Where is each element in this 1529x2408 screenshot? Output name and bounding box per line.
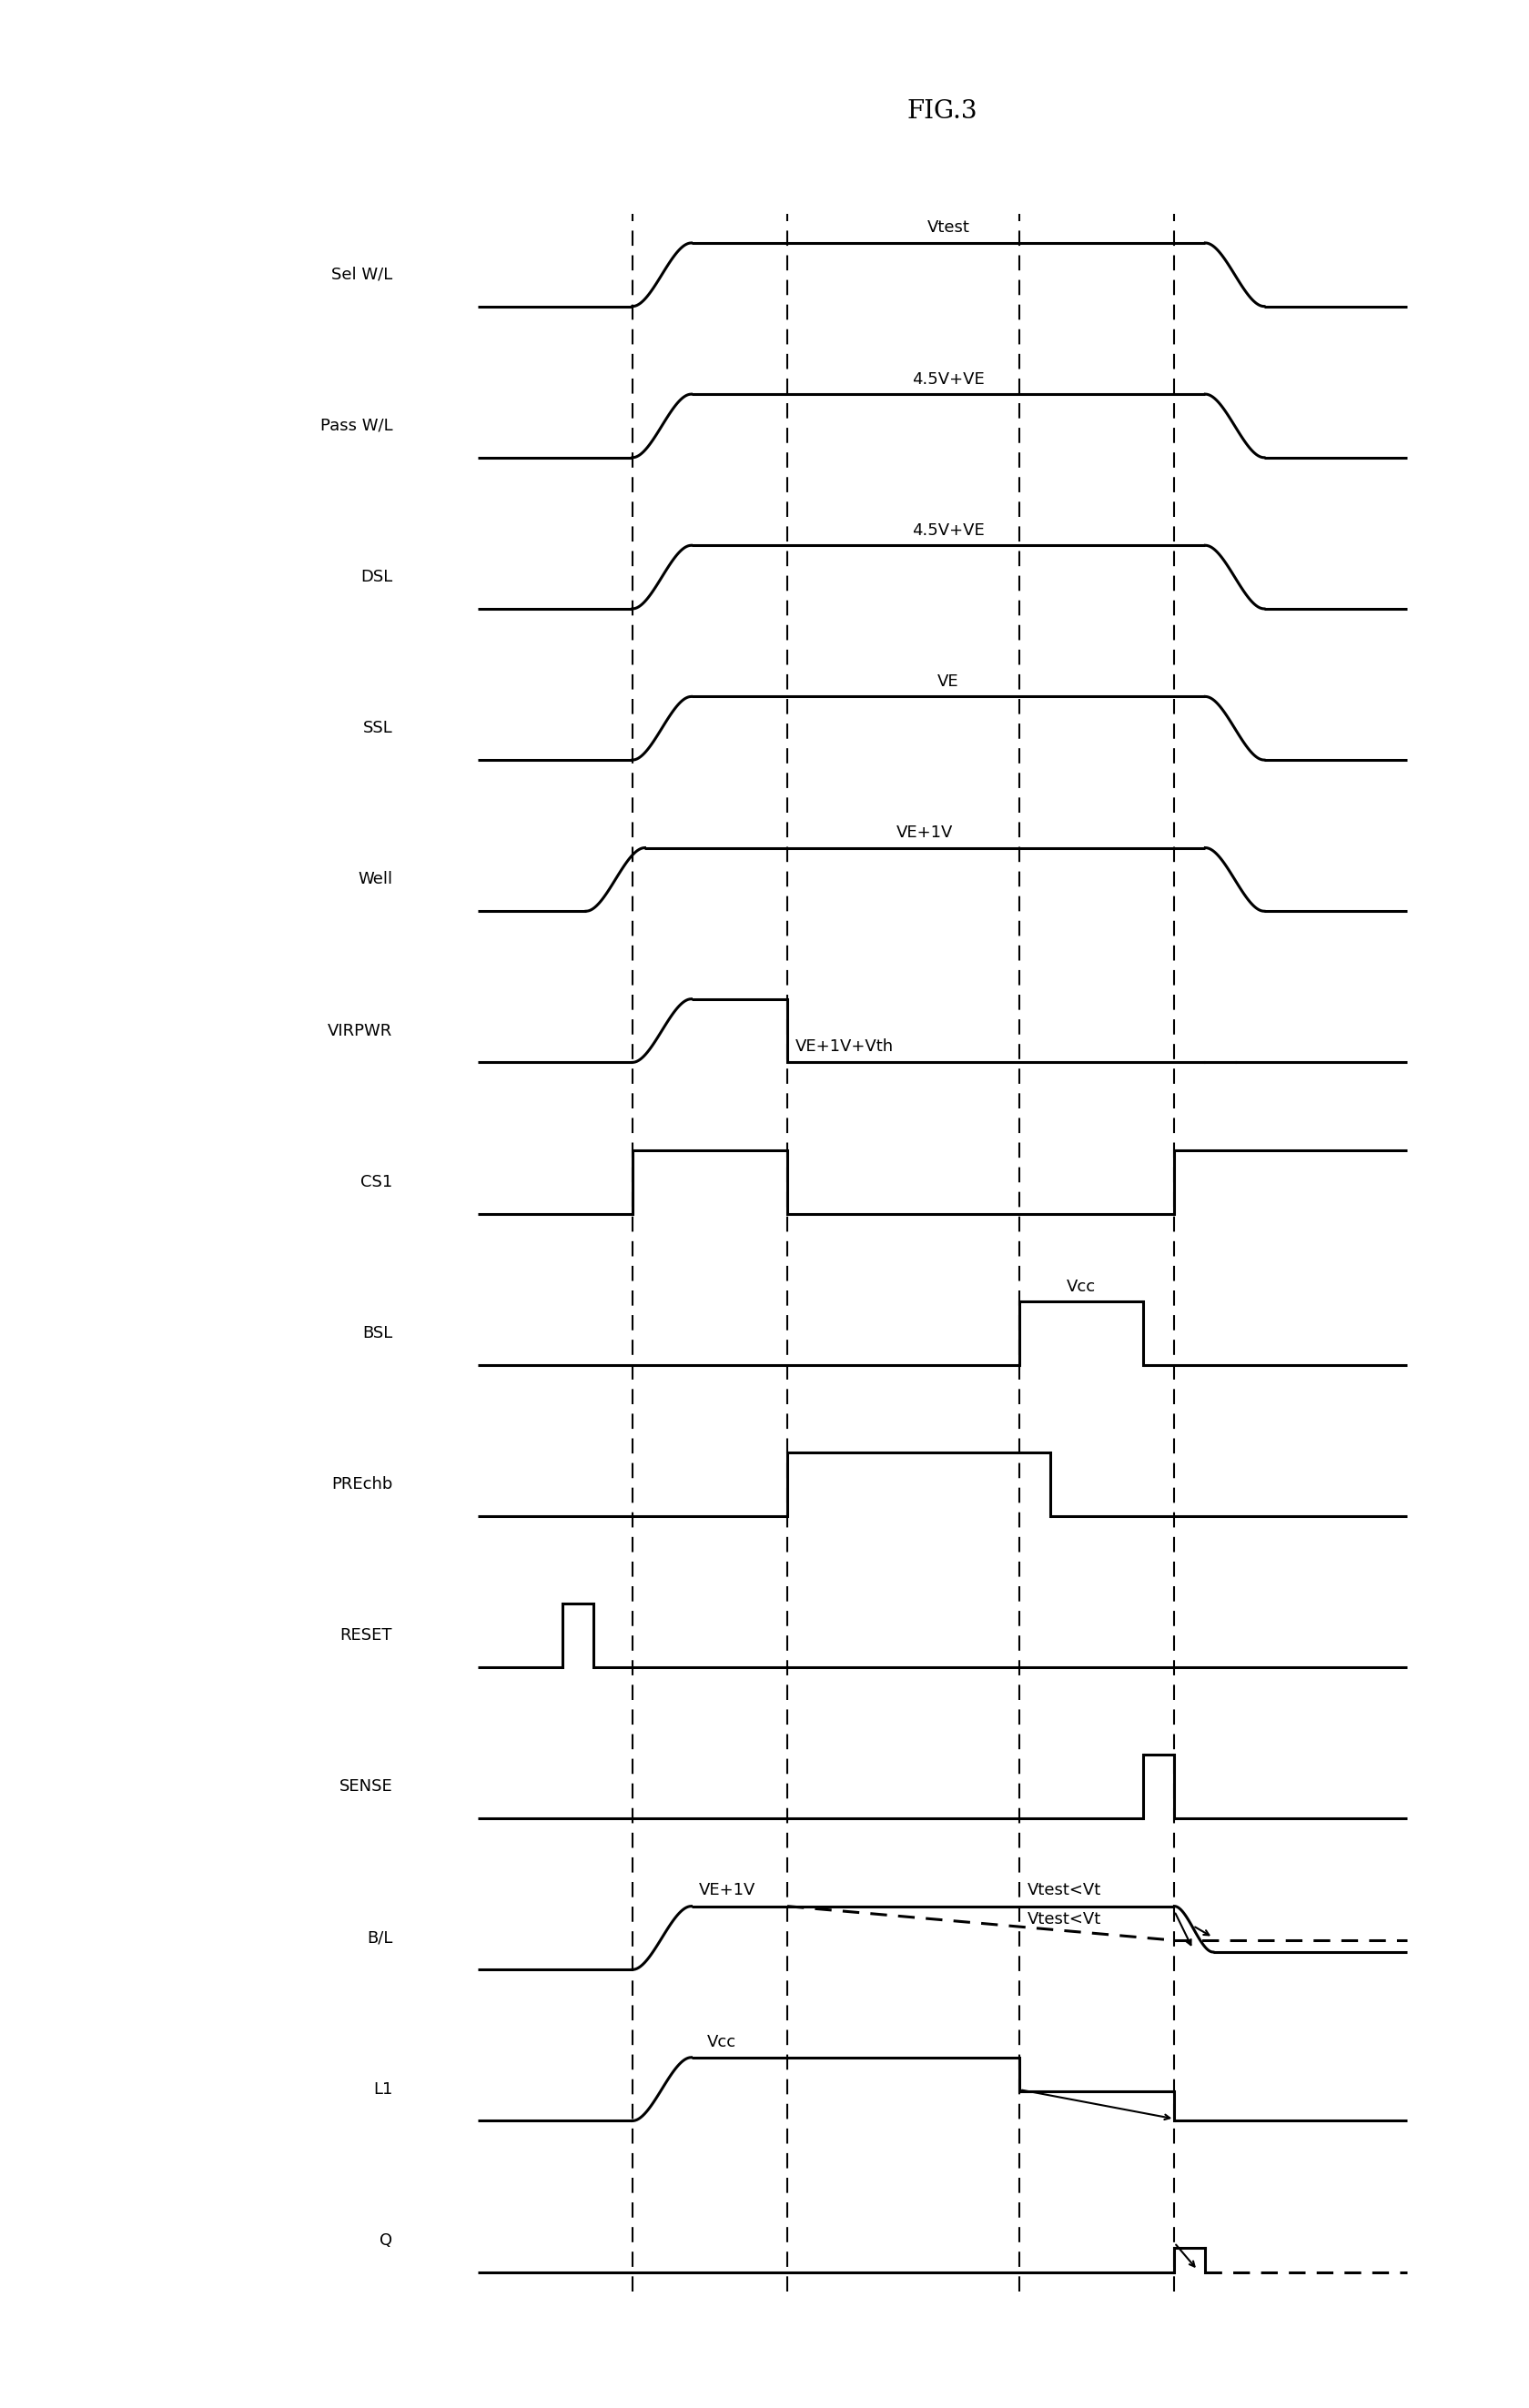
Text: 4.5V+VE: 4.5V+VE (911, 523, 985, 539)
Text: VE+1V: VE+1V (699, 1883, 755, 1898)
Text: Vtest<Vt: Vtest<Vt (1026, 1883, 1101, 1898)
Text: B/L: B/L (367, 1929, 393, 1946)
Text: CS1: CS1 (361, 1173, 393, 1190)
Text: 4.5V+VE: 4.5V+VE (911, 371, 985, 388)
Text: Pass W/L: Pass W/L (320, 417, 393, 433)
Text: Vcc: Vcc (1066, 1279, 1095, 1296)
Text: VE+1V+Vth: VE+1V+Vth (795, 1038, 893, 1055)
Text: FIG.3: FIG.3 (907, 99, 977, 123)
Text: SENSE: SENSE (339, 1780, 393, 1794)
Text: Vtest<Vt: Vtest<Vt (1026, 1912, 1101, 1929)
Text: VE+1V: VE+1V (896, 824, 953, 840)
Text: RESET: RESET (339, 1628, 393, 1645)
Text: L1: L1 (373, 2081, 393, 2097)
Text: Vcc: Vcc (706, 2035, 735, 2052)
Text: Q: Q (379, 2232, 393, 2249)
Text: Sel W/L: Sel W/L (332, 267, 393, 282)
Text: PREchb: PREchb (330, 1476, 393, 1493)
Text: Well: Well (358, 872, 393, 889)
Text: SSL: SSL (362, 720, 393, 737)
Text: BSL: BSL (362, 1324, 393, 1341)
Text: Vtest: Vtest (927, 219, 969, 236)
Text: VE: VE (937, 674, 959, 689)
Text: VIRPWR: VIRPWR (327, 1023, 393, 1038)
Text: DSL: DSL (361, 568, 393, 585)
